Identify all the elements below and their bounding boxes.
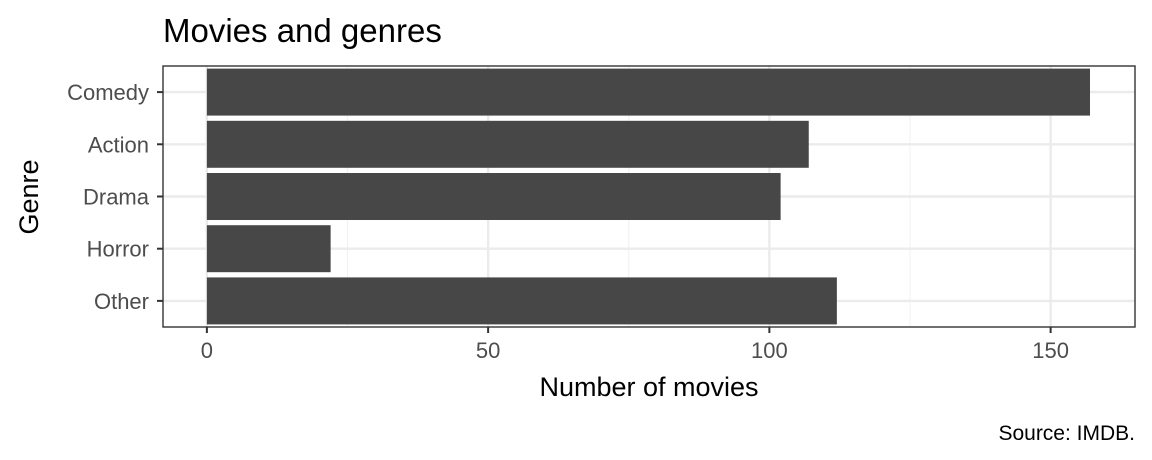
bar-comedy [206, 68, 1090, 116]
chart-title: Movies and genres [163, 12, 442, 49]
y-tick-label: Drama [83, 185, 150, 210]
bar-other [206, 277, 837, 325]
x-tick-label: 50 [476, 338, 500, 363]
x-tick-label: 150 [1032, 338, 1069, 363]
y-tick-label: Horror [87, 237, 149, 262]
x-axis-title: Number of movies [539, 372, 758, 402]
bar-action [206, 120, 809, 168]
bar-horror [206, 225, 331, 273]
y-tick-label: Comedy [67, 80, 149, 105]
x-tick-label: 100 [751, 338, 788, 363]
y-tick-label: Action [88, 132, 149, 157]
chart-caption: Source: IMDB. [998, 422, 1135, 445]
plot-panel: Comedy Action Drama Horror Other 0 50 100 150 [67, 65, 1136, 363]
y-tick-label: Other [94, 289, 149, 314]
bar-drama [206, 173, 781, 220]
x-tick-label: 0 [201, 338, 213, 363]
y-axis-title: Genre [14, 159, 44, 234]
